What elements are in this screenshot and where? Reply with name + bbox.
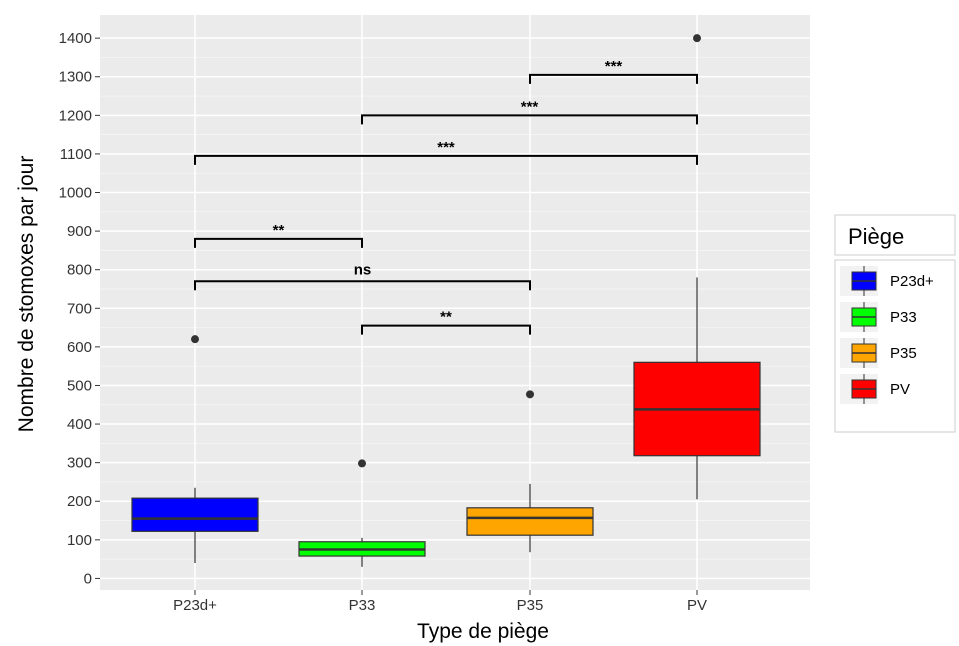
legend-title-box: [834, 214, 956, 256]
y-tick-label: 700: [67, 300, 92, 317]
y-tick-label: 200: [67, 493, 92, 510]
legend-label: PV: [890, 381, 910, 398]
legend-label: P33: [890, 309, 917, 326]
significance-brackets: ***********ns**: [194, 58, 698, 335]
significance-label: **: [273, 222, 285, 239]
outlier-point: [693, 34, 701, 43]
y-tick-label: 1300: [59, 69, 92, 86]
boxes: [131, 34, 761, 567]
significance-label: ***: [605, 58, 623, 75]
bracket-line: [361, 114, 698, 125]
box-PV: [633, 34, 761, 500]
y-tick-label: 0: [84, 570, 92, 587]
comparison-P23d+-P33: **: [194, 222, 363, 248]
legend-title: Piège: [848, 224, 904, 249]
bracket-line: [361, 324, 531, 335]
legend-item-PV: PV: [840, 374, 910, 404]
comparison-P23d+-P35: ns: [194, 261, 531, 291]
box-P35: [466, 390, 594, 553]
outlier-point: [526, 390, 534, 399]
x-axis-title: Type de piège: [417, 620, 549, 643]
y-tick-label: 600: [67, 339, 92, 356]
bracket-line: [194, 237, 363, 248]
significance-label: ***: [521, 98, 539, 115]
legend-item-P35: P35: [840, 338, 917, 368]
plot-panel: [100, 15, 810, 590]
axes: 0 100 200 300 400 500 600 700 800 900 1000 1100 1200…: [59, 30, 707, 614]
significance-label: ***: [437, 139, 455, 156]
box-iqr: [131, 497, 259, 532]
bracket-line: [194, 154, 698, 165]
y-tick-label: 100: [67, 532, 92, 549]
comparison-P33-PV: ***: [361, 98, 698, 125]
y-tick-label: 800: [67, 262, 92, 279]
y-tick-label: 500: [67, 377, 92, 394]
y-tick-label: 300: [67, 455, 92, 472]
significance-label: **: [440, 309, 452, 326]
outlier-point: [191, 335, 199, 344]
x-tick-label: PV: [687, 597, 707, 614]
significance-label: ns: [354, 261, 372, 278]
outlier-point: [358, 459, 366, 468]
box-P23d+: [131, 335, 259, 563]
x-tick-label: P35: [517, 597, 544, 614]
x-tick-label: P23d+: [173, 597, 217, 614]
y-tick-label: 900: [67, 223, 92, 240]
y-tick-label: 1100: [60, 146, 92, 163]
bracket-line: [529, 73, 698, 84]
bracket-line: [194, 280, 531, 291]
legend-label: P35: [890, 345, 917, 362]
box-iqr: [466, 507, 594, 536]
comparison-P33-P35: **: [361, 309, 531, 335]
x-tick-label: P33: [349, 597, 376, 614]
legend-item-P33: P33: [840, 302, 917, 332]
y-tick-label: 400: [67, 416, 92, 433]
box-P33: [298, 459, 426, 567]
comparison-P23d+-PV: ***: [194, 139, 698, 165]
legend-item-P23d+: P23d+: [840, 266, 934, 296]
y-tick-label: 1200: [59, 107, 92, 124]
legend-label: P23d+: [890, 273, 934, 290]
comparison-P35-PV: ***: [529, 58, 698, 84]
legend: Piège P23d+ P33 P35 PV: [834, 214, 956, 433]
y-tick-label: 1400: [59, 30, 92, 47]
legend-items: P23d+ P33 P35 PV: [840, 266, 934, 404]
y-tick-label: 1000: [59, 185, 92, 202]
y-axis-title: Nombre de stomoxes par jour: [15, 156, 38, 433]
